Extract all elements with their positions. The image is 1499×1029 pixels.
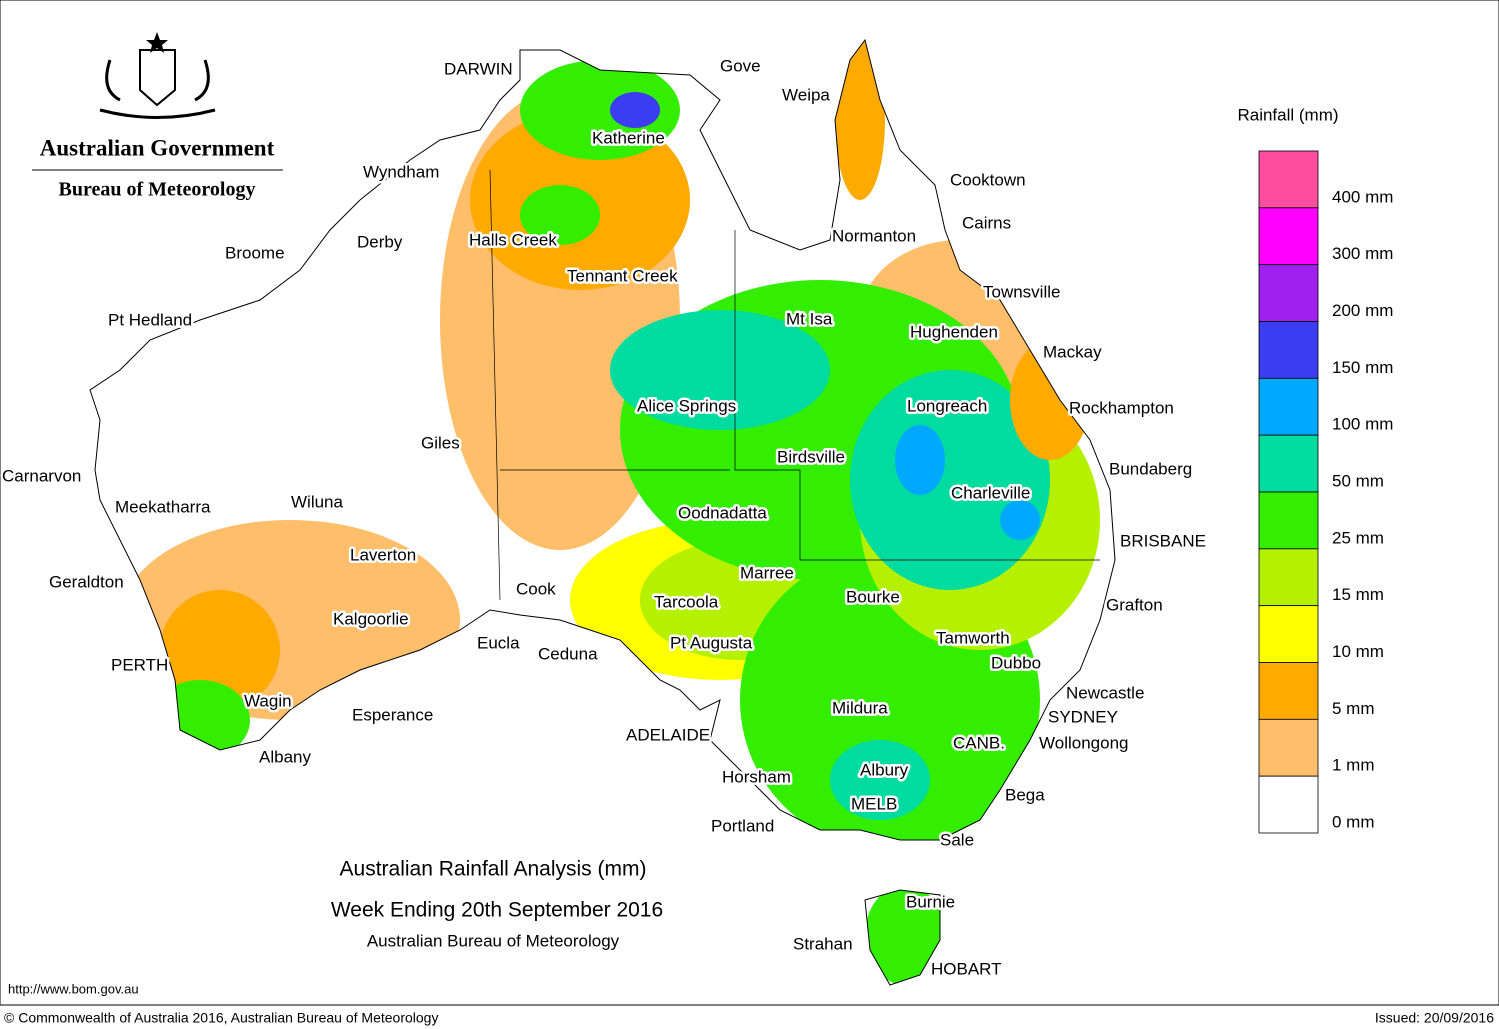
place-label: Longreach — [907, 396, 987, 415]
place-label: ADELAIDE — [626, 725, 710, 744]
legend-swatch — [1258, 775, 1319, 834]
place-label: Dubbo — [991, 653, 1041, 672]
legend-label: 400 mm — [1332, 187, 1393, 206]
place-label: SYDNEY — [1048, 707, 1118, 726]
copyright: © Commonwealth of Australia 2016, Austra… — [4, 1010, 438, 1026]
place-label: Tamworth — [936, 628, 1010, 647]
legend-label: 300 mm — [1332, 244, 1393, 263]
place-labels: DARWIN Gove Weipa Katherine Wyndham Cooktown C… — [0, 54, 1208, 981]
legend-swatch — [1258, 662, 1319, 720]
url: http://www.bom.gov.au — [8, 981, 139, 996]
legend-label: 10 mm — [1332, 642, 1384, 661]
place-label: Mildura — [832, 698, 888, 717]
place-label: Tennant Creek — [567, 266, 678, 285]
legend-label: 5 mm — [1332, 699, 1375, 718]
place-label: Weipa — [782, 85, 830, 104]
state-borders — [489, 169, 1100, 601]
place-label: Grafton — [1106, 595, 1163, 614]
place-label: Albury — [860, 760, 909, 779]
legend-label: 15 mm — [1332, 585, 1384, 604]
legend-label: 50 mm — [1332, 471, 1384, 490]
place-label: Wollongong — [1039, 733, 1128, 752]
legend-label: 150 mm — [1332, 358, 1393, 377]
place-label: Birdsville — [777, 447, 845, 466]
legend-label: 25 mm — [1332, 528, 1384, 547]
legend-swatch — [1258, 150, 1319, 209]
place-label: Pt Hedland — [108, 310, 192, 329]
place-label: Alice Springs — [637, 396, 736, 415]
place-label: BRISBANE — [1120, 531, 1206, 550]
place-label: Gove — [720, 56, 761, 75]
legend-title: Rainfall (mm) — [1237, 105, 1338, 124]
place-label: Laverton — [350, 545, 416, 564]
legend-label: 0 mm — [1332, 812, 1375, 831]
place-label: Katherine — [592, 128, 665, 147]
place-label: Cook — [516, 579, 556, 598]
legend-swatch — [1258, 321, 1319, 379]
place-label: Mackay — [1043, 342, 1102, 361]
place-label: Wagin — [244, 691, 292, 710]
place-label: Giles — [421, 433, 460, 452]
place-label: Geraldton — [49, 572, 124, 591]
place-label: Bundaberg — [1109, 459, 1192, 478]
place-label: Charleville — [951, 483, 1030, 502]
legend: 400 mm 300 mm 200 mm 150 mm 100 mm 50 mm 25 mm… — [1258, 150, 1393, 834]
place-label: Marree — [740, 563, 794, 582]
map-source: Australian Bureau of Meteorology — [367, 931, 620, 950]
place-label: Albany — [259, 747, 311, 766]
place-label: HOBART — [931, 959, 1002, 978]
place-label: Wiluna — [291, 492, 344, 511]
place-label: DARWIN — [444, 59, 513, 78]
place-label: MELB — [851, 794, 897, 813]
place-label: Derby — [357, 232, 403, 251]
bureau-title: Bureau of Meteorology — [58, 179, 255, 201]
place-label: Horsham — [722, 767, 791, 786]
coat-of-arms — [99, 32, 216, 119]
legend-swatch — [1258, 434, 1319, 493]
place-label: Mt Isa — [786, 309, 833, 328]
place-label: Strahan — [793, 934, 853, 953]
place-label: Bega — [1005, 785, 1045, 804]
legend-swatch — [1258, 491, 1319, 550]
place-label: Broome — [225, 243, 285, 262]
map-subtitle: Week Ending 20th September 2016 — [331, 899, 663, 922]
place-label: Hughenden — [910, 322, 998, 341]
map-title: Australian Rainfall Analysis (mm) — [340, 858, 647, 881]
legend-swatch — [1258, 718, 1319, 777]
place-label: Cairns — [962, 213, 1011, 232]
place-label: Pt Augusta — [670, 633, 753, 652]
place-label: Meekatharra — [115, 497, 211, 516]
issued: Issued: 20/09/2016 — [1375, 1010, 1494, 1026]
place-label: Sale — [940, 830, 974, 849]
legend-swatch — [1258, 207, 1319, 266]
place-label: Oodnadatta — [678, 503, 767, 522]
place-label: Ceduna — [538, 644, 598, 663]
legend-swatch — [1258, 548, 1319, 607]
place-label: Kalgoorlie — [333, 609, 409, 628]
place-label: Halls Creek — [469, 230, 557, 249]
place-label: Portland — [711, 816, 774, 835]
place-label: Normanton — [832, 226, 916, 245]
place-label: Carnarvon — [2, 466, 81, 485]
place-label: Rockhampton — [1069, 398, 1174, 417]
place-label: CANB. — [953, 733, 1005, 752]
legend-label: 100 mm — [1332, 415, 1393, 434]
legend-label: 1 mm — [1332, 756, 1375, 775]
place-label: Cooktown — [950, 170, 1026, 189]
place-label: Eucla — [477, 633, 520, 652]
place-label: Townsville — [983, 282, 1060, 301]
place-label: Newcastle — [1066, 683, 1144, 702]
legend-swatch — [1258, 264, 1319, 322]
place-label: PERTH — [111, 655, 168, 674]
place-label: Tarcoola — [654, 592, 719, 611]
legend-swatch — [1258, 377, 1319, 436]
legend-swatch — [1258, 605, 1319, 663]
place-label: Wyndham — [363, 162, 439, 181]
place-label: Bourke — [846, 587, 900, 606]
place-label: Esperance — [352, 705, 433, 724]
legend-label: 200 mm — [1332, 301, 1393, 320]
gov-title: Australian Government — [40, 135, 275, 160]
place-label: Burnie — [906, 892, 955, 911]
